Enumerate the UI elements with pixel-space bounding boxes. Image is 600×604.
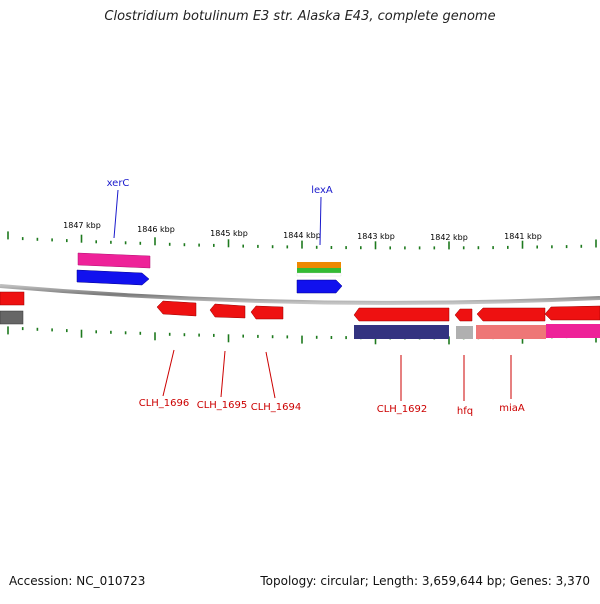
gene-hfq[interactable]	[454, 308, 473, 322]
gene-left-edge-grey[interactable]	[0, 310, 24, 325]
gene-xerc[interactable]	[76, 269, 150, 286]
map-title: Clostridium botulinum E3 str. Alaska E43…	[104, 9, 496, 24]
gene-right-edge-pink[interactable]	[546, 324, 600, 338]
scale-label-1846: 1846 kbp	[137, 225, 175, 234]
gene-label-clh-1692[interactable]: CLH_1692	[377, 404, 428, 415]
clh-1695-leader-line	[220, 350, 226, 398]
gene-label-clh-1696[interactable]: CLH_1696	[139, 398, 190, 409]
gene-label-miaa[interactable]: miaA	[499, 403, 525, 414]
reverse-gene-labels: CLH_1696 CLH_1695 CLH_1694 CLH_1692 hfq …	[139, 349, 525, 417]
gene-left-edge-red[interactable]	[0, 291, 25, 306]
scale-label-1845: 1845 kbp	[210, 229, 248, 238]
gene-xerc-pink[interactable]	[77, 252, 151, 269]
forward-strand-features	[76, 252, 343, 294]
forward-gene-labels: xerC lexA	[107, 178, 333, 246]
scale-label-1842: 1842 kbp	[430, 233, 468, 242]
gene-label-lexa[interactable]: lexA	[311, 185, 333, 196]
gene-lexa[interactable]	[296, 279, 343, 294]
gene-clh-1692-navy[interactable]	[354, 325, 449, 339]
outer-tick-ring	[7, 231, 597, 250]
genome-stats-text: Topology: circular; Length: 3,659,644 bp…	[260, 574, 590, 588]
scale-label-1847: 1847 kbp	[63, 221, 101, 230]
gene-hfq-grey[interactable]	[456, 326, 473, 339]
gene-miaa-salmon[interactable]	[476, 325, 546, 339]
gene-label-hfq[interactable]: hfq	[457, 406, 473, 417]
gene-clh-1696[interactable]	[156, 300, 197, 317]
gene-lexa-white[interactable]	[296, 272, 342, 277]
scale-label-1844: 1844 kbp	[283, 231, 321, 240]
xerc-leader-line	[113, 189, 119, 239]
gene-clh-1695[interactable]	[209, 303, 246, 319]
clh-1696-leader-line	[162, 349, 175, 397]
gene-lexa-green[interactable]	[297, 268, 341, 273]
genome-backbone	[0, 284, 600, 305]
gene-label-clh-1694[interactable]: CLH_1694	[251, 402, 302, 413]
accession-text: Accession: NC_010723	[9, 574, 146, 588]
lexa-leader-line	[319, 196, 322, 246]
gene-clh-1692[interactable]	[353, 307, 450, 322]
gene-lexa-orange[interactable]	[297, 262, 341, 268]
clh-1694-leader-line	[265, 351, 276, 399]
gene-miaa[interactable]	[476, 307, 546, 322]
scale-label-1843: 1843 kbp	[357, 232, 395, 241]
scale-labels: 1847 kbp 1846 kbp 1845 kbp 1844 kbp 1843…	[63, 221, 542, 242]
gene-label-clh-1695[interactable]: CLH_1695	[197, 400, 248, 411]
gene-label-xerc[interactable]: xerC	[107, 178, 130, 189]
scale-label-1841: 1841 kbp	[504, 232, 542, 241]
reverse-strand-features	[0, 291, 600, 339]
gene-right-edge-red[interactable]	[544, 305, 600, 321]
gene-clh-1694[interactable]	[250, 305, 284, 320]
